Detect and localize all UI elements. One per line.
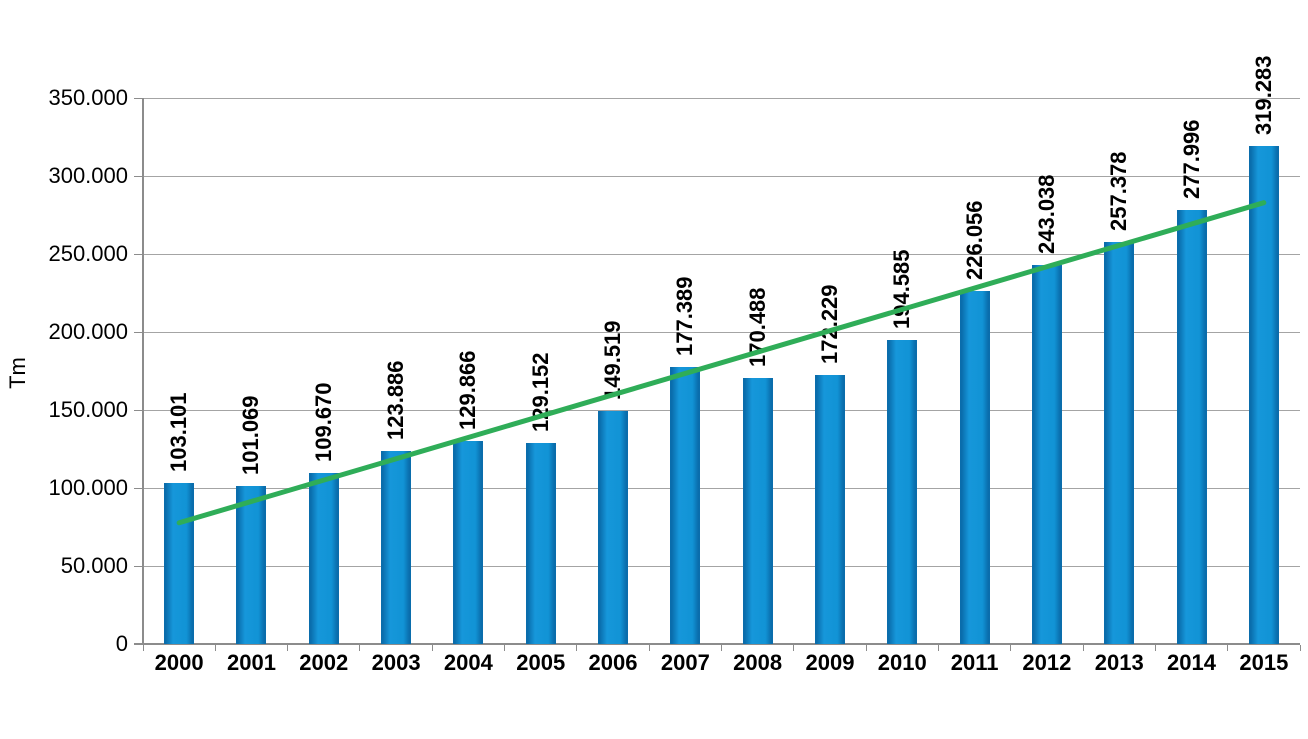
bar xyxy=(742,378,773,644)
bar xyxy=(164,483,195,644)
y-tick-label: 300.000 xyxy=(48,163,128,188)
bar xyxy=(453,441,484,644)
x-tick xyxy=(937,645,939,651)
x-tick-label: 2003 xyxy=(371,650,421,675)
x-tick xyxy=(1010,645,1012,651)
trendline xyxy=(176,200,1267,526)
x-tick-label: 2005 xyxy=(516,650,566,675)
y-tick-label: 50.000 xyxy=(60,553,128,578)
x-tick xyxy=(1299,645,1301,651)
x-tick-label: 2002 xyxy=(299,650,349,675)
x-tick-label: 2014 xyxy=(1167,650,1216,675)
bar xyxy=(381,450,412,644)
x-tick xyxy=(576,645,578,651)
gridline xyxy=(143,97,1300,99)
x-tick xyxy=(214,645,216,651)
x-tick xyxy=(721,645,722,651)
bar xyxy=(887,340,918,644)
y-tick xyxy=(134,409,143,411)
x-tick-label: 2011 xyxy=(950,650,999,675)
x-tick xyxy=(431,645,433,651)
bar xyxy=(525,442,556,644)
bar xyxy=(959,291,990,644)
y-axis-line xyxy=(142,98,144,644)
y-tick-label: 350.000 xyxy=(48,85,128,110)
y-tick xyxy=(134,97,143,99)
gridline xyxy=(143,175,1300,177)
y-tick-label: 100.000 xyxy=(48,475,128,500)
bar xyxy=(1248,145,1279,644)
bar xyxy=(814,375,845,644)
y-tick-label: 150.000 xyxy=(48,397,128,422)
x-tick xyxy=(504,645,506,651)
x-tick-label: 2012 xyxy=(1022,650,1072,675)
x-tick-label: 2010 xyxy=(877,650,927,675)
y-tick xyxy=(134,331,143,333)
x-tick-label: 2013 xyxy=(1094,650,1144,675)
bar xyxy=(670,367,701,644)
y-tick-label: 0 xyxy=(115,631,128,656)
gridline xyxy=(143,565,1300,567)
gridline xyxy=(143,487,1300,489)
gridline xyxy=(143,409,1300,411)
x-tick xyxy=(793,645,795,651)
bar xyxy=(598,410,629,644)
x-tick xyxy=(865,645,867,651)
x-axis-line xyxy=(134,643,1300,645)
bar xyxy=(236,486,267,644)
x-tick-label: 2008 xyxy=(733,650,783,675)
y-tick xyxy=(134,175,143,177)
y-tick xyxy=(134,487,143,489)
x-tick-label: 2007 xyxy=(660,650,710,675)
x-tick xyxy=(287,645,289,651)
bar xyxy=(308,472,339,644)
x-tick xyxy=(1227,645,1229,651)
x-tick-label: 2009 xyxy=(805,650,855,675)
x-tick xyxy=(359,645,361,651)
x-tick-label: 2006 xyxy=(588,650,638,675)
x-tick xyxy=(1154,645,1156,651)
x-tick xyxy=(1082,645,1084,651)
x-tick-label: 2001 xyxy=(226,650,276,675)
bar xyxy=(1104,242,1135,644)
bar xyxy=(1176,210,1207,644)
gridline xyxy=(143,331,1300,333)
x-tick-label: 2015 xyxy=(1239,650,1289,675)
y-tick xyxy=(134,565,143,567)
y-tick xyxy=(134,253,143,255)
x-tick-label: 2000 xyxy=(154,650,204,675)
y-tick-label: 250.000 xyxy=(48,241,128,266)
x-tick-label: 2004 xyxy=(443,650,493,675)
x-tick xyxy=(142,645,144,651)
y-tick-label: 200.000 xyxy=(48,319,128,344)
gridline xyxy=(143,253,1300,255)
bar xyxy=(1031,264,1062,644)
x-tick xyxy=(648,645,650,651)
